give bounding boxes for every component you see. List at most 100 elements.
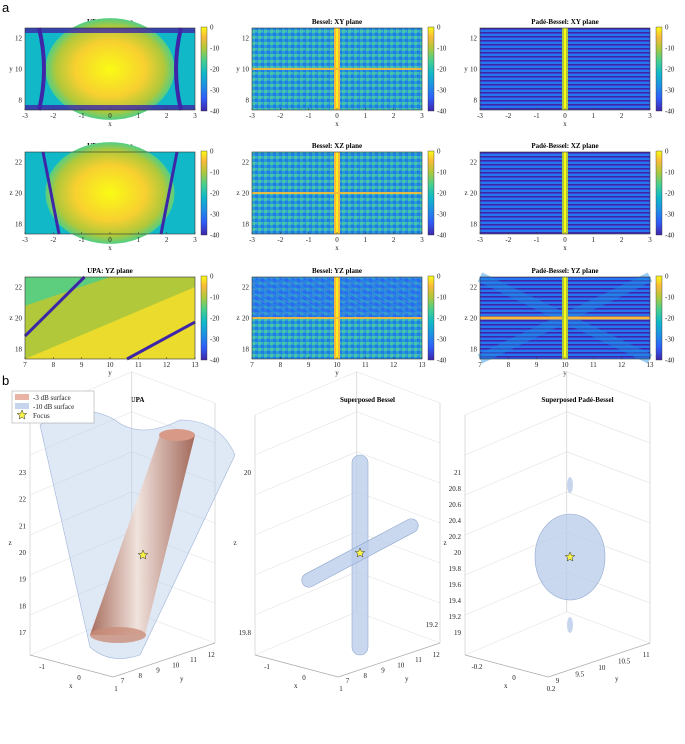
y-tick-label: 12 [470,35,478,43]
colorbar-tick-label: 0 [437,273,441,281]
colorbar-tick-label: -40 [665,232,675,240]
z-tick-label: 20.2 [449,533,462,541]
panel-title: Bessel: YZ plane [312,267,362,275]
x-tick-label: 3 [420,236,424,244]
grid-line [254,371,357,416]
z-tick-label: 20 [19,549,27,557]
grid-line [464,411,567,456]
surface-plots: UPA23222120191817z-101x789101112ySuperpo… [8,371,651,693]
z-tick-label: 22 [19,496,27,504]
x-tick-label: 0 [77,674,81,682]
colorbar-tick-label: -30 [665,336,675,344]
surface-panel: UPA 23 22 21 20 19 18 17 z -1 0 1 x 7 8 9 10 11 12 y [8,371,236,693]
x-tick-label: -2 [505,112,511,120]
y-tick-label: 9 [556,677,560,685]
y-axis-label: y [464,65,468,73]
grid-line [356,571,441,604]
focus-star [354,547,366,558]
axis-edge [113,642,216,678]
x-tick-label: 9 [80,361,84,369]
x-tick-label: -1 [306,236,312,244]
y-axis-label: z [464,314,467,322]
y-tick-label: 8 [19,97,23,105]
x-tick-label: 1 [339,685,343,693]
y-tick-label: 22 [242,284,250,292]
grid-line [254,611,357,656]
y-tick-label: 20 [470,315,478,323]
z-tick-label: 19.2 [426,621,439,629]
z-tick-label: 18 [19,602,27,610]
x-axis-label: x [563,120,567,128]
y-tick-label: 22 [15,159,23,167]
y-tick-label: 7 [121,677,125,685]
colorbar [655,150,663,236]
x-tick-label: 7 [478,361,482,369]
side-lobe [25,277,110,306]
x-tick-label: 10 [107,361,115,369]
y-tick-label: 8 [246,97,250,105]
grid-line [29,411,132,456]
heatmap-grid: UPA: XY plane-3-2-10123x12108y0-10-20-30… [9,18,675,377]
z-tick-label: 19.8 [239,629,252,637]
grid-line [254,571,357,616]
z-tick-label: 20 [454,549,462,557]
axis-edge [29,654,114,678]
grid-line [254,491,357,536]
grid-line [29,451,132,496]
x-tick-label: 3 [648,112,652,120]
colorbar-tick-label: -40 [210,232,220,240]
colorbar-tick-label: -10 [210,45,220,53]
colorbar-tick-label: -10 [210,294,220,302]
panel-title: UPA: YZ plane [87,267,133,275]
colorbar-tick-label: -20 [665,190,675,198]
y-axis-label: y [9,65,13,73]
x-tick-label: -2 [277,112,283,120]
grid-line [356,451,441,484]
x-tick-label: -1 [306,112,312,120]
z-tick-label: 21 [19,522,27,530]
colorbar [655,275,663,361]
y-tick-label: 9 [381,667,385,675]
colorbar-tick-label: -30 [437,87,447,95]
x-tick-label: 1 [114,685,118,693]
z-axis-label: z [443,539,446,547]
x-axis-label: x [108,244,112,252]
y-tick-label: 18 [470,346,478,354]
legend-item: -10 dB surface [33,403,74,411]
x-tick-label: 3 [648,236,652,244]
x-tick-label: 2 [165,236,169,244]
x-tick-label: 0 [108,236,112,244]
y-tick-label: 12 [15,35,23,43]
colorbar-tick-label: -20 [665,66,675,74]
grid-line [356,371,441,404]
x-axis-label: x [335,244,339,252]
colorbar-tick-label: 0 [210,148,214,156]
grid-line [566,451,651,484]
colorbar-tick-label: -40 [437,108,447,116]
x-tick-label: 3 [420,112,424,120]
y-axis-label: z [236,189,239,197]
x-tick-label: 7 [23,361,27,369]
axis-edge [548,642,651,678]
y-tick-label: 10 [397,661,405,669]
y-tick-label: 18 [15,346,23,354]
y-tick-label: 12 [433,651,441,659]
panel-title: Bessel: XY plane [312,18,362,26]
x-tick-label: -2 [505,236,511,244]
x-axis-label: x [335,120,339,128]
z-tick-label: 19.8 [449,565,462,573]
x-axis-label: x [69,682,73,690]
y-tick-label: 11 [643,651,650,659]
colorbar-tick-label: 0 [210,273,214,281]
heatmap-panel: UPA: YZ plane 7 8 9 10 11 12 13 y 22 20 18 z 0 -10 -20 -… [9,267,219,377]
colorbar-tick-label: -20 [437,315,447,323]
y-tick-label: 22 [470,284,478,292]
colorbar-tick-label: 0 [665,148,669,156]
focus-star [16,409,28,420]
panel-title: Padé-Bessel: YZ plane [531,267,598,275]
y-tick-label: 9.5 [575,671,584,679]
x-tick-label: 2 [392,112,396,120]
x-tick-label: 3 [193,112,197,120]
y-tick-label: 10 [15,66,23,74]
y-tick-label: 22 [242,159,250,167]
